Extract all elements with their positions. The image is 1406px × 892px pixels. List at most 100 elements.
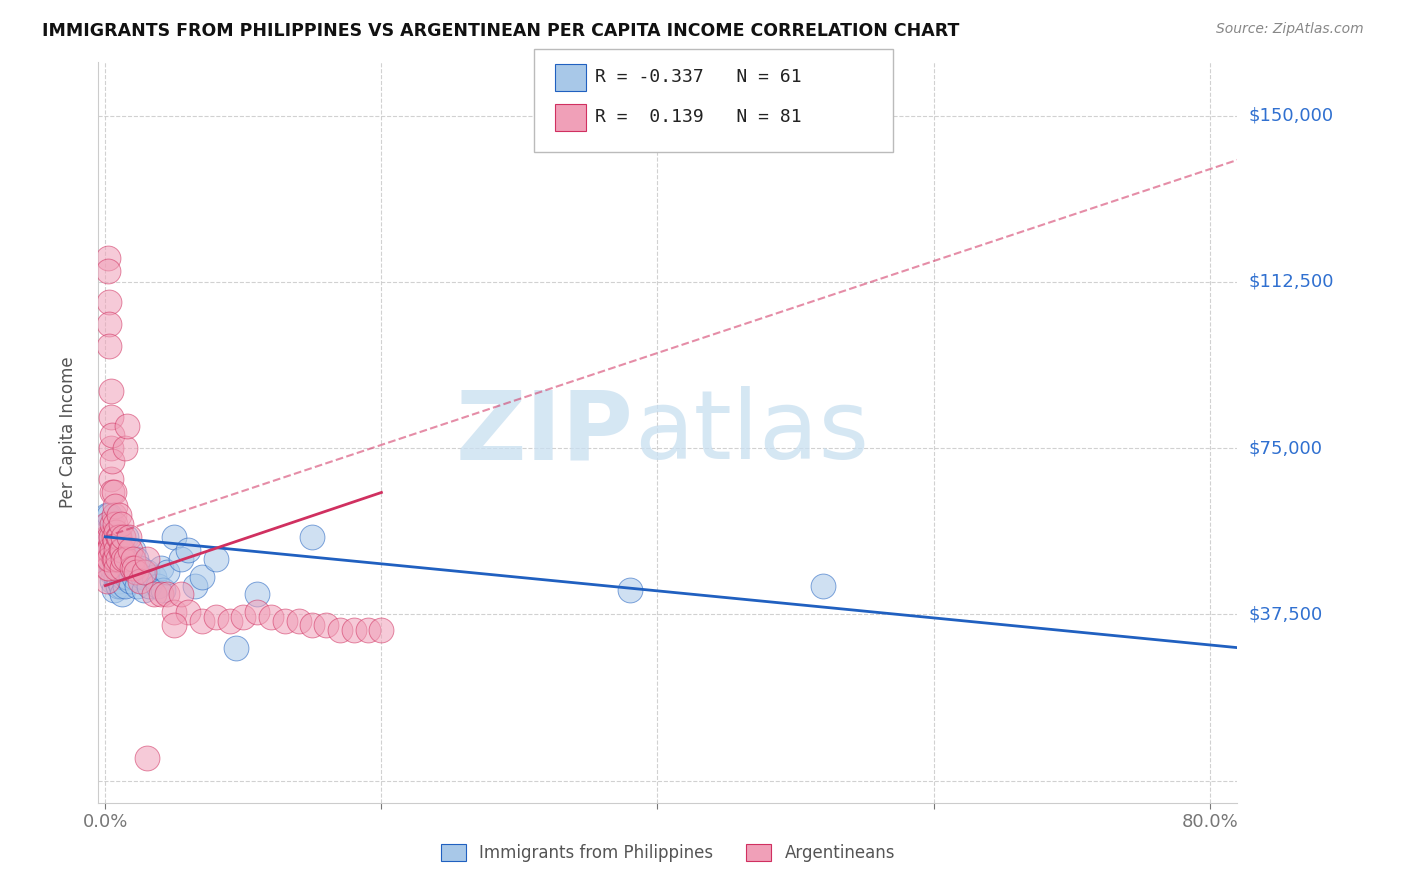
Point	[110, 578, 132, 592]
Point	[124, 570, 146, 584]
Point	[108, 574, 131, 588]
Point	[811, 578, 834, 592]
Point	[108, 508, 131, 522]
Point	[170, 587, 193, 601]
Point	[103, 552, 125, 566]
Point	[315, 618, 337, 632]
Text: $75,000: $75,000	[1249, 439, 1323, 457]
Point	[101, 543, 124, 558]
Point	[191, 614, 214, 628]
Point	[97, 561, 120, 575]
Point	[120, 574, 142, 588]
Point	[122, 552, 145, 566]
Point	[115, 561, 138, 575]
Point	[97, 516, 120, 531]
Text: $37,500: $37,500	[1249, 606, 1323, 624]
Text: R = -0.337   N = 61: R = -0.337 N = 61	[595, 68, 801, 86]
Point	[246, 587, 269, 601]
Point	[98, 317, 121, 331]
Point	[124, 561, 146, 575]
Point	[98, 508, 121, 522]
Text: $112,500: $112,500	[1249, 273, 1334, 291]
Point	[370, 623, 392, 637]
Text: Source: ZipAtlas.com: Source: ZipAtlas.com	[1216, 22, 1364, 37]
Point	[146, 578, 169, 592]
Point	[107, 552, 129, 566]
Point	[101, 485, 124, 500]
Point	[105, 543, 128, 558]
Point	[104, 543, 127, 558]
Point	[329, 623, 352, 637]
Text: R =  0.139   N = 81: R = 0.139 N = 81	[595, 108, 801, 126]
Point	[96, 508, 118, 522]
Text: ZIP: ZIP	[456, 386, 634, 479]
Point	[105, 561, 128, 575]
Point	[101, 516, 124, 531]
Point	[114, 441, 136, 455]
Point	[122, 543, 145, 558]
Legend: Immigrants from Philippines, Argentineans: Immigrants from Philippines, Argentinean…	[434, 837, 901, 869]
Point	[120, 543, 142, 558]
Point	[101, 454, 124, 468]
Point	[356, 623, 378, 637]
Point	[132, 582, 155, 597]
Point	[111, 561, 134, 575]
Point	[191, 570, 214, 584]
Point	[96, 543, 118, 558]
Point	[108, 530, 131, 544]
Point	[97, 543, 120, 558]
Point	[108, 552, 131, 566]
Point	[156, 566, 179, 580]
Point	[98, 339, 121, 353]
Point	[103, 552, 125, 566]
Point	[125, 578, 148, 592]
Point	[100, 384, 122, 398]
Point	[112, 543, 135, 558]
Point	[118, 530, 141, 544]
Point	[135, 751, 157, 765]
Point	[163, 618, 186, 632]
Point	[105, 570, 128, 584]
Point	[152, 582, 174, 597]
Point	[98, 294, 121, 309]
Point	[138, 578, 160, 592]
Point	[98, 543, 121, 558]
Point	[343, 623, 366, 637]
Point	[110, 543, 132, 558]
Point	[135, 566, 157, 580]
Point	[107, 561, 129, 575]
Point	[125, 552, 148, 566]
Point	[117, 419, 139, 434]
Text: atlas: atlas	[634, 386, 869, 479]
Point	[107, 578, 129, 592]
Point	[132, 566, 155, 580]
Point	[100, 543, 122, 558]
Point	[97, 251, 120, 265]
Point	[96, 530, 118, 544]
Point	[98, 552, 121, 566]
Point	[111, 587, 134, 601]
Point	[105, 525, 128, 540]
Point	[103, 508, 125, 522]
Point	[96, 561, 118, 575]
Point	[117, 570, 139, 584]
Point	[104, 561, 127, 575]
Point	[125, 566, 148, 580]
Point	[100, 472, 122, 486]
Point	[107, 530, 129, 544]
Point	[287, 614, 309, 628]
Point	[98, 534, 121, 549]
Point	[218, 614, 240, 628]
Point	[156, 587, 179, 601]
Point	[101, 574, 124, 588]
Point	[108, 530, 131, 544]
Point	[115, 552, 138, 566]
Point	[104, 499, 127, 513]
Point	[100, 410, 122, 425]
Point	[101, 561, 124, 575]
Point	[104, 516, 127, 531]
Point	[135, 552, 157, 566]
Point	[105, 552, 128, 566]
Point	[96, 574, 118, 588]
Text: IMMIGRANTS FROM PHILIPPINES VS ARGENTINEAN PER CAPITA INCOME CORRELATION CHART: IMMIGRANTS FROM PHILIPPINES VS ARGENTINE…	[42, 22, 959, 40]
